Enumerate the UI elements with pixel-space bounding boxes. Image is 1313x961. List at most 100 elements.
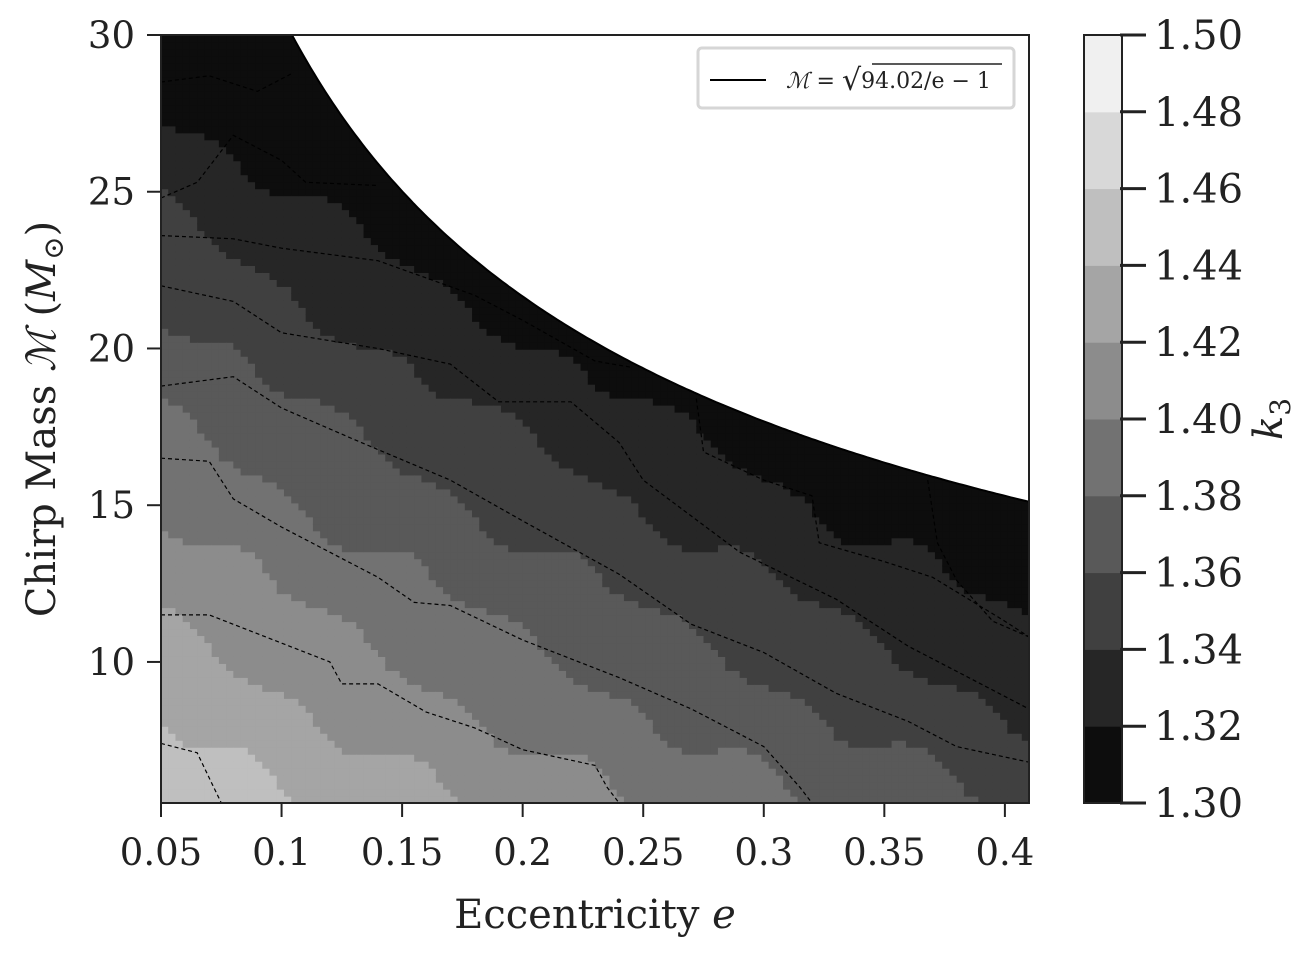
- contour-cell-4250: [435, 307, 444, 315]
- contour-cell-1219: [240, 733, 249, 741]
- contour-cell-432: [182, 83, 191, 92]
- contour-cell-1103: [233, 775, 242, 783]
- contour-cell-1329: [247, 733, 256, 741]
- contour-cell-3150: [363, 307, 372, 315]
- contour-cell-1704: [269, 419, 278, 427]
- contour-cell-519: [189, 244, 198, 253]
- contour-cell-4425: [450, 621, 459, 630]
- contour-cell-4841: [479, 789, 488, 797]
- contour-cell-216: [168, 55, 177, 64]
- contour-cell-1288: [240, 251, 249, 260]
- contour-cell-3662: [399, 572, 408, 581]
- contour-cell-4863: [479, 635, 488, 644]
- contour-cell-1893: [283, 635, 292, 644]
- contour-cell-1350: [247, 586, 256, 595]
- contour-cell-459: [189, 663, 198, 671]
- contour-cell-860: [211, 167, 220, 176]
- contour-cell-2165: [298, 272, 307, 280]
- contour-cell-184: [168, 279, 177, 287]
- contour-cell-4452: [450, 432, 459, 441]
- contour-cell-3123: [363, 495, 372, 504]
- contour-cell-3919: [414, 314, 422, 322]
- contour-cell-140: [168, 586, 177, 595]
- contour-cell-3860: [414, 726, 422, 734]
- contour-cell-135: [168, 621, 177, 630]
- contour-cell-739: [204, 244, 213, 253]
- contour-cell-2143: [298, 425, 307, 434]
- contour-cell-4096: [428, 614, 437, 623]
- contour-cell-3146: [363, 335, 372, 343]
- contour-cell-827: [211, 398, 220, 406]
- contour-cell-1965: [283, 132, 292, 141]
- contour-cell-1193: [233, 146, 242, 155]
- contour-cell-1473: [255, 495, 263, 504]
- contour-cell-4324: [443, 558, 451, 567]
- contour-cell-761: [204, 90, 213, 99]
- contour-cell-672: [204, 712, 213, 720]
- contour-cell-1027: [226, 537, 234, 546]
- contour-cell-3795: [406, 412, 415, 420]
- contour-cell-2020: [291, 516, 300, 525]
- contour-cell-2061: [291, 230, 300, 239]
- contour-cell-3545: [392, 621, 401, 630]
- contour-cell-2162: [298, 293, 307, 301]
- contour-cell-2431: [320, 719, 328, 727]
- contour-cell-3983: [421, 635, 430, 644]
- contour-cell-713: [204, 425, 213, 434]
- contour-cell-3127: [363, 467, 372, 476]
- contour-cell-4682: [464, 363, 473, 371]
- contour-cell-2675: [334, 551, 343, 560]
- contour-cell-4467: [450, 328, 459, 336]
- contour-cell-2808: [341, 391, 350, 399]
- contour-cell-1254: [240, 488, 249, 497]
- contour-cell-4005: [421, 481, 430, 490]
- contour-cell-1087: [226, 118, 234, 127]
- contour-cell-1523: [255, 146, 263, 155]
- contour-cell-997: [226, 747, 234, 755]
- contour-cell-3216: [370, 614, 379, 623]
- contour-cell-4893: [479, 425, 488, 434]
- contour-cell-413: [182, 216, 191, 225]
- contour-cell-307: [175, 188, 184, 197]
- contour-cell-1665: [269, 691, 278, 699]
- contour-cell-3882: [414, 572, 422, 581]
- contour-cell-2274: [305, 279, 314, 287]
- contour-cell-2778: [341, 600, 350, 609]
- contour-cell-2496: [320, 265, 328, 273]
- contour-cell-685: [204, 621, 213, 630]
- contour-cell-2270: [305, 307, 314, 315]
- contour-cell-3589: [392, 314, 401, 322]
- contour-cell-1583: [262, 495, 271, 504]
- contour-cell-3638: [399, 740, 408, 748]
- contour-cell-3522: [392, 782, 401, 790]
- contour-cell-1554: [262, 698, 271, 706]
- contour-cell-2774: [341, 628, 350, 637]
- contour-cell-3459: [385, 453, 394, 462]
- contour-cell-308: [175, 181, 184, 190]
- contour-cell-1985: [291, 761, 300, 769]
- contour-cell-2059: [291, 244, 300, 253]
- contour-cell-2470: [320, 446, 328, 455]
- contour-cell-3758: [406, 670, 415, 678]
- contour-cell-4421: [450, 649, 459, 657]
- contour-cell-1381: [247, 370, 256, 378]
- contour-cell-1881: [283, 719, 292, 727]
- contour-cell-637: [197, 188, 205, 197]
- contour-cell-944: [218, 349, 227, 357]
- contour-cell-3356: [378, 405, 386, 413]
- contour-cell-3425: [385, 691, 394, 699]
- contour-cell-2688: [334, 460, 343, 469]
- contour-cell-2288: [305, 181, 314, 190]
- contour-cell-488: [189, 460, 198, 469]
- contour-cell-99: [161, 104, 169, 113]
- contour-cell-1494: [255, 349, 263, 357]
- contour-cell-315: [175, 132, 184, 141]
- contour-cell-2172: [298, 223, 307, 232]
- contour-cell-457: [189, 677, 198, 685]
- contour-cell-1660: [269, 726, 278, 734]
- contour-cell-3980: [421, 656, 430, 664]
- contour-cell-377: [182, 467, 191, 476]
- contour-cell-1559: [262, 663, 271, 671]
- contour-cell-1796: [276, 544, 285, 553]
- contour-cell-2250: [305, 446, 314, 455]
